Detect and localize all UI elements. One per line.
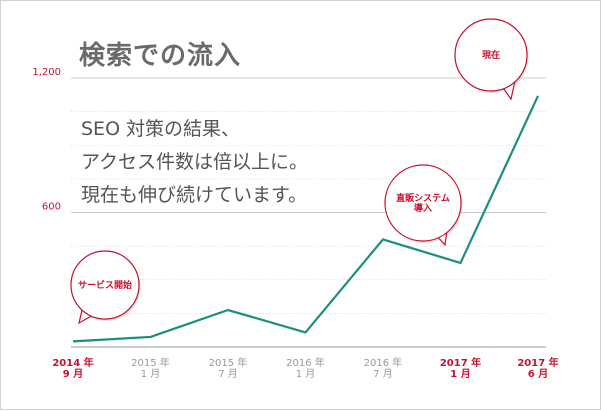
annotation-label: サービス開始 xyxy=(78,279,132,291)
x-tick-label: 2017 年 xyxy=(440,356,481,369)
x-tick-label: 7 月 xyxy=(373,368,393,380)
description-line-2: アクセス件数は倍以上に。 xyxy=(81,151,309,173)
x-tick-label: 2016 年 xyxy=(364,356,403,369)
annotation-label: 現在 xyxy=(482,49,500,61)
annotation-label: 直販システム xyxy=(396,192,450,204)
x-tick-label: 2015 年 xyxy=(131,356,170,369)
x-tick-label: 2016 年 xyxy=(286,356,325,369)
chart-title: 検索での流入 xyxy=(79,41,242,71)
x-tick-label: 7 月 xyxy=(218,368,238,380)
y-tick-label: 1,200 xyxy=(32,67,61,78)
description-line-1: SEO 対策の結果、 xyxy=(81,118,241,140)
y-tick-label: 600 xyxy=(42,202,61,213)
description-line-3: 現在も伸び続けています。 xyxy=(81,184,308,206)
x-tick-label: 2017 年 xyxy=(517,356,558,369)
series-line xyxy=(72,95,539,343)
annotation-label: 導入 xyxy=(414,202,432,214)
x-tick-label: 1 月 xyxy=(296,368,316,380)
x-tick-label: 1 月 xyxy=(450,368,470,380)
x-tick-label: 1 月 xyxy=(141,368,161,380)
x-tick-label: 9 月 xyxy=(63,368,83,380)
x-tick-label: 6 月 xyxy=(528,368,548,380)
description-text: SEO 対策の結果、 アクセス件数は倍以上に。 現在も伸び続けています。 xyxy=(81,113,308,212)
bubble-fill xyxy=(386,166,460,240)
x-tick-label: 2015 年 xyxy=(209,356,248,369)
bubble-fill xyxy=(456,20,526,90)
bubble-fill xyxy=(72,252,138,318)
x-tick-label: 2014 年 xyxy=(52,356,93,369)
